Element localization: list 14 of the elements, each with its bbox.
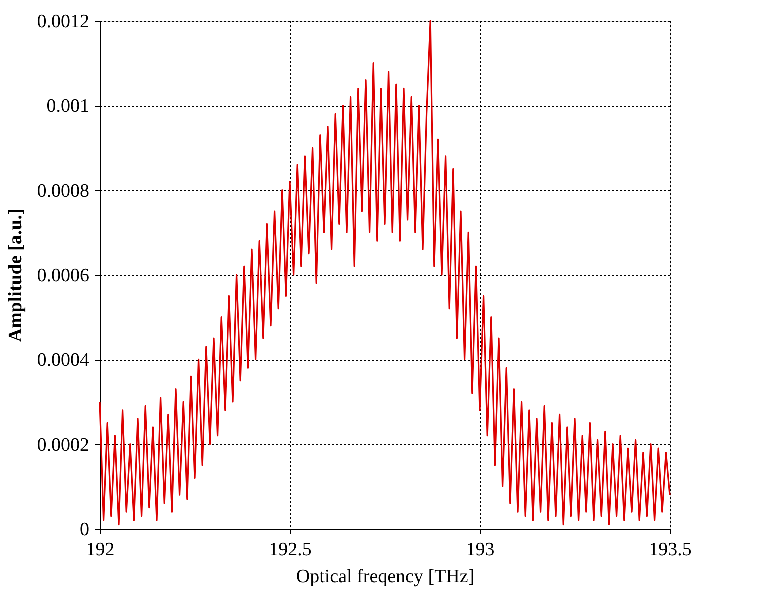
x-tick-label: 193	[466, 540, 495, 560]
x-tick-label: 193.5	[649, 540, 692, 560]
x-tick-label: 192.5	[269, 540, 312, 560]
y-tick-label: 0.001	[46, 96, 90, 118]
y-tick-label: 0.0002	[37, 434, 90, 456]
y-axis-title: Amplitude [a.u.]	[5, 208, 26, 342]
y-tick-label: 0.0008	[37, 180, 90, 202]
x-axis-title: Optical freqency [THz]	[296, 566, 475, 588]
y-tick-label: 0	[80, 520, 90, 540]
y-tick-label: 0.0006	[37, 266, 90, 286]
y-tick-label: 0.0004	[37, 350, 90, 372]
x-tick-label: 192	[86, 540, 115, 560]
line-series	[99, 20, 671, 526]
y-tick-label: 0.0012	[37, 12, 90, 32]
